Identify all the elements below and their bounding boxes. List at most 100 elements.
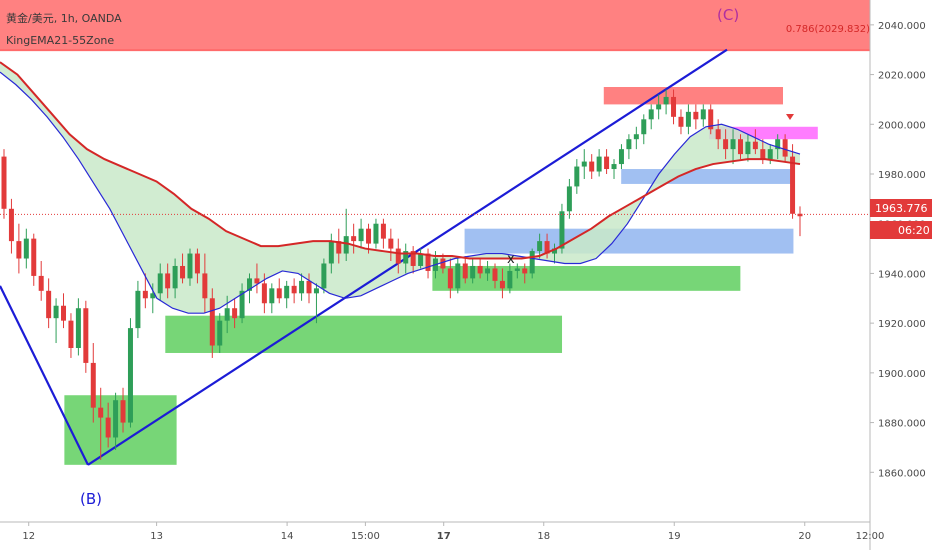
candle — [790, 144, 796, 219]
candle — [16, 223, 22, 274]
candle-body — [462, 263, 468, 279]
candle — [120, 387, 126, 433]
candle-body — [239, 290, 245, 319]
candle-body — [366, 228, 372, 244]
candle-body — [737, 139, 743, 155]
candle — [499, 268, 505, 299]
candle-body — [477, 265, 483, 274]
candle-body — [261, 283, 267, 304]
candle — [663, 89, 669, 115]
candle-body — [83, 308, 89, 363]
candle — [90, 343, 96, 423]
candle — [537, 233, 543, 259]
candle — [61, 293, 67, 329]
candle — [83, 300, 89, 373]
ema-fill-area — [0, 62, 800, 314]
candle-body — [351, 236, 357, 242]
candle-body — [782, 139, 788, 157]
fib-level-label: 0.786(2029.832) — [786, 24, 870, 35]
candle — [343, 208, 349, 261]
candle-body — [336, 241, 342, 254]
candle — [678, 109, 684, 135]
time-axis[interactable]: 12 13 14 15:00 17 18 19 20 12:00 — [0, 521, 884, 542]
time-tick-label: 14 — [281, 531, 294, 542]
candle — [529, 248, 535, 279]
candle — [671, 89, 677, 125]
candle-body — [23, 238, 29, 259]
candle-body — [745, 141, 751, 155]
time-tick-label: 20 — [798, 531, 811, 542]
candle — [53, 298, 59, 344]
price-tick-label: 1880.000 — [878, 419, 926, 430]
candle-body — [31, 238, 37, 276]
candle — [358, 218, 364, 249]
candle-body — [209, 298, 215, 346]
candle-body — [656, 104, 662, 110]
candle-body — [299, 280, 305, 294]
candle — [410, 246, 416, 274]
zones-layer — [0, 0, 870, 465]
candle-body — [187, 253, 193, 279]
candle — [306, 273, 312, 304]
candle-body — [202, 273, 208, 299]
candle — [224, 295, 230, 334]
candle-body — [574, 166, 580, 187]
candle — [388, 228, 394, 261]
candle-body — [291, 285, 297, 294]
candle-body — [440, 258, 446, 269]
candle-body — [328, 241, 334, 264]
candle — [581, 149, 587, 179]
candle — [217, 313, 223, 353]
candle — [596, 149, 602, 177]
candle-body — [790, 156, 796, 214]
candle — [209, 288, 215, 358]
candle-body — [611, 164, 617, 170]
countdown-value: 06:20 — [898, 224, 930, 237]
candle — [46, 278, 52, 329]
zone-support-4 — [621, 169, 794, 184]
candle — [75, 298, 81, 356]
candle-body — [61, 305, 67, 321]
last-price-badge: 1963.776 06:20 — [870, 199, 932, 239]
candle-body — [254, 278, 260, 284]
time-tick-label: 13 — [150, 531, 163, 542]
candle — [648, 104, 654, 130]
candle — [641, 114, 647, 145]
candle-body — [499, 280, 505, 289]
candle-body — [98, 407, 104, 418]
candle — [113, 392, 119, 450]
candle-body — [715, 129, 721, 140]
candle-body — [403, 251, 409, 264]
candle-body — [544, 241, 550, 254]
candle — [180, 253, 186, 284]
candle-body — [633, 134, 639, 140]
candle-body — [775, 139, 781, 150]
candle — [589, 154, 595, 179]
time-tick-label: 19 — [668, 531, 681, 542]
candle — [373, 218, 379, 249]
candle — [492, 263, 498, 289]
candle-body — [752, 141, 758, 150]
candle — [574, 159, 580, 194]
trendline-a-b — [0, 285, 89, 466]
price-tick-label: 2000.000 — [878, 120, 926, 131]
candle — [239, 283, 245, 324]
candle-body — [180, 265, 186, 279]
candle — [611, 159, 617, 179]
candle-body — [700, 109, 706, 120]
candle — [700, 104, 706, 127]
candle-body — [618, 149, 624, 165]
candle-body — [90, 362, 96, 408]
candle-body — [157, 273, 163, 294]
candle-body — [581, 161, 587, 167]
candle — [336, 228, 342, 264]
candle — [172, 258, 178, 299]
candle-body — [38, 275, 44, 291]
candle — [737, 134, 743, 160]
candle-body — [75, 308, 81, 348]
candle — [68, 313, 74, 358]
candle — [157, 263, 163, 301]
candle — [313, 283, 319, 324]
time-tick-label: 15:00 — [351, 531, 380, 542]
